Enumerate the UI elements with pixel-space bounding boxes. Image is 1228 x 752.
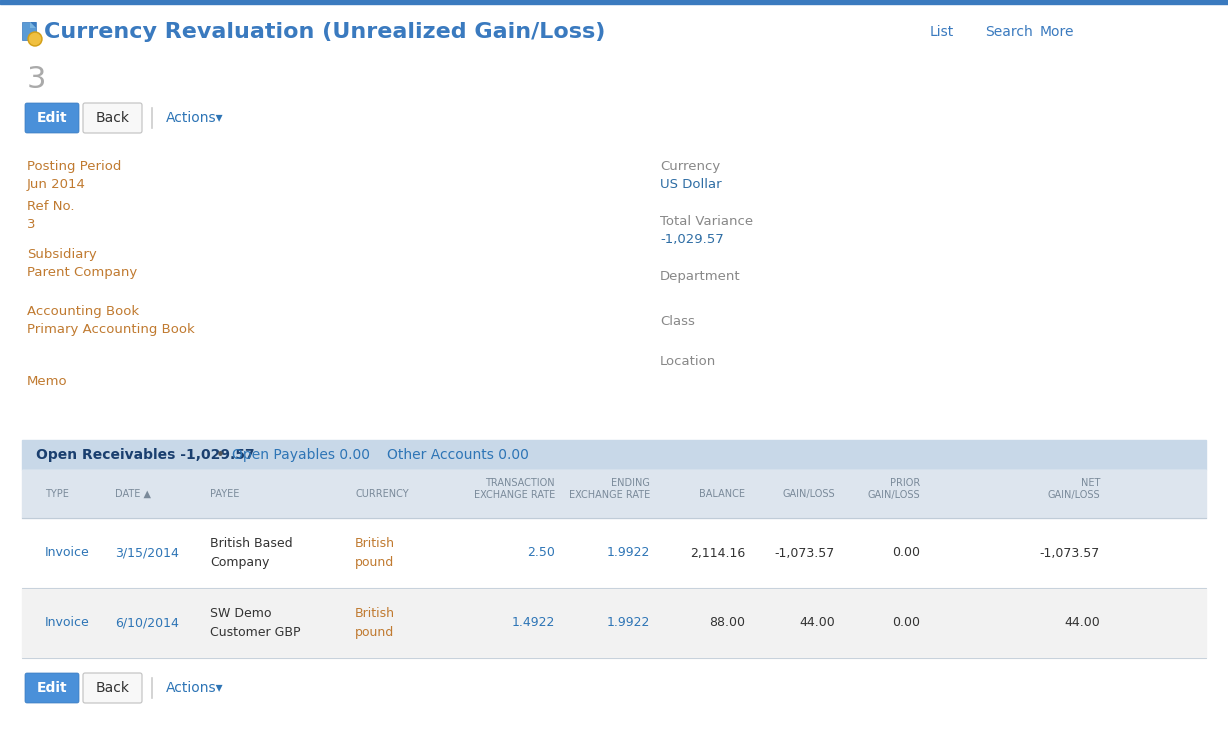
Text: Department: Department bbox=[659, 270, 740, 283]
Text: Search: Search bbox=[985, 25, 1033, 39]
Text: Location: Location bbox=[659, 355, 716, 368]
Text: •: • bbox=[216, 447, 225, 462]
Text: GAIN/LOSS: GAIN/LOSS bbox=[782, 489, 835, 499]
Text: TRANSACTION: TRANSACTION bbox=[485, 478, 555, 488]
Text: Back: Back bbox=[96, 681, 129, 695]
Bar bbox=[22, 518, 1206, 588]
Text: 1.9922: 1.9922 bbox=[607, 547, 650, 559]
Text: Currency: Currency bbox=[659, 160, 721, 173]
FancyBboxPatch shape bbox=[84, 673, 142, 703]
Text: Other Accounts 0.00: Other Accounts 0.00 bbox=[387, 448, 529, 462]
Text: Ref No.: Ref No. bbox=[27, 200, 75, 213]
Text: PAYEE: PAYEE bbox=[210, 489, 239, 499]
Text: 1.4922: 1.4922 bbox=[512, 617, 555, 629]
Text: TYPE: TYPE bbox=[45, 489, 69, 499]
Text: 0.00: 0.00 bbox=[892, 547, 920, 559]
Text: 3: 3 bbox=[27, 65, 47, 94]
Text: ENDING: ENDING bbox=[612, 478, 650, 488]
Bar bbox=[22, 470, 1206, 518]
Text: Accounting Book: Accounting Book bbox=[27, 305, 139, 318]
Text: -1,073.57: -1,073.57 bbox=[775, 547, 835, 559]
Polygon shape bbox=[29, 22, 36, 28]
Text: Total Variance: Total Variance bbox=[659, 215, 753, 228]
Text: 44.00: 44.00 bbox=[1065, 617, 1100, 629]
Text: Edit: Edit bbox=[37, 681, 68, 695]
Circle shape bbox=[28, 32, 42, 46]
Text: PRIOR: PRIOR bbox=[890, 478, 920, 488]
Text: CURRENCY: CURRENCY bbox=[355, 489, 409, 499]
Text: 1.9922: 1.9922 bbox=[607, 617, 650, 629]
Text: Invoice: Invoice bbox=[45, 547, 90, 559]
FancyBboxPatch shape bbox=[84, 103, 142, 133]
Text: EXCHANGE RATE: EXCHANGE RATE bbox=[569, 490, 650, 500]
Text: British
pound: British pound bbox=[355, 537, 395, 569]
Text: Edit: Edit bbox=[37, 111, 68, 125]
Bar bbox=[22, 440, 1206, 470]
Text: Open Receivables -1,029.57: Open Receivables -1,029.57 bbox=[36, 448, 254, 462]
Text: More: More bbox=[1040, 25, 1074, 39]
Text: EXCHANGE RATE: EXCHANGE RATE bbox=[474, 490, 555, 500]
Text: GAIN/LOSS: GAIN/LOSS bbox=[867, 490, 920, 500]
Text: 6/10/2014: 6/10/2014 bbox=[115, 617, 179, 629]
Bar bbox=[22, 470, 1206, 658]
Text: Jun 2014: Jun 2014 bbox=[27, 178, 86, 191]
Text: GAIN/LOSS: GAIN/LOSS bbox=[1047, 490, 1100, 500]
Text: British
pound: British pound bbox=[355, 607, 395, 639]
Bar bbox=[22, 588, 1206, 658]
Text: Primary Accounting Book: Primary Accounting Book bbox=[27, 323, 195, 336]
FancyBboxPatch shape bbox=[25, 673, 79, 703]
Text: 3/15/2014: 3/15/2014 bbox=[115, 547, 179, 559]
Text: NET: NET bbox=[1081, 478, 1100, 488]
Text: SW Demo
Customer GBP: SW Demo Customer GBP bbox=[210, 607, 301, 639]
Text: Currency Revaluation (Unrealized Gain/Loss): Currency Revaluation (Unrealized Gain/Lo… bbox=[44, 22, 605, 42]
Text: Back: Back bbox=[96, 111, 129, 125]
Bar bbox=[22, 440, 1206, 658]
Text: British Based
Company: British Based Company bbox=[210, 537, 292, 569]
Bar bbox=[0, 0, 1228, 4]
Circle shape bbox=[29, 34, 41, 44]
Text: Class: Class bbox=[659, 315, 695, 328]
Text: US Dollar: US Dollar bbox=[659, 178, 722, 191]
Text: Posting Period: Posting Period bbox=[27, 160, 122, 173]
FancyBboxPatch shape bbox=[25, 103, 79, 133]
Text: Parent Company: Parent Company bbox=[27, 266, 138, 279]
Text: Actions▾: Actions▾ bbox=[166, 111, 223, 125]
Text: 2.50: 2.50 bbox=[527, 547, 555, 559]
Polygon shape bbox=[29, 22, 36, 28]
Text: Open Payables 0.00: Open Payables 0.00 bbox=[232, 448, 370, 462]
Text: 44.00: 44.00 bbox=[799, 617, 835, 629]
Text: Invoice: Invoice bbox=[45, 617, 90, 629]
Text: 2,114.16: 2,114.16 bbox=[690, 547, 745, 559]
Text: 0.00: 0.00 bbox=[892, 617, 920, 629]
FancyBboxPatch shape bbox=[22, 22, 36, 40]
Text: -1,029.57: -1,029.57 bbox=[659, 233, 723, 246]
Text: 88.00: 88.00 bbox=[709, 617, 745, 629]
Text: DATE ▲: DATE ▲ bbox=[115, 489, 151, 499]
Text: Actions▾: Actions▾ bbox=[166, 681, 223, 695]
Text: -1,073.57: -1,073.57 bbox=[1040, 547, 1100, 559]
Text: List: List bbox=[930, 25, 954, 39]
Text: BALANCE: BALANCE bbox=[699, 489, 745, 499]
Text: Memo: Memo bbox=[27, 375, 68, 388]
Text: 3: 3 bbox=[27, 218, 36, 231]
Text: Subsidiary: Subsidiary bbox=[27, 248, 97, 261]
